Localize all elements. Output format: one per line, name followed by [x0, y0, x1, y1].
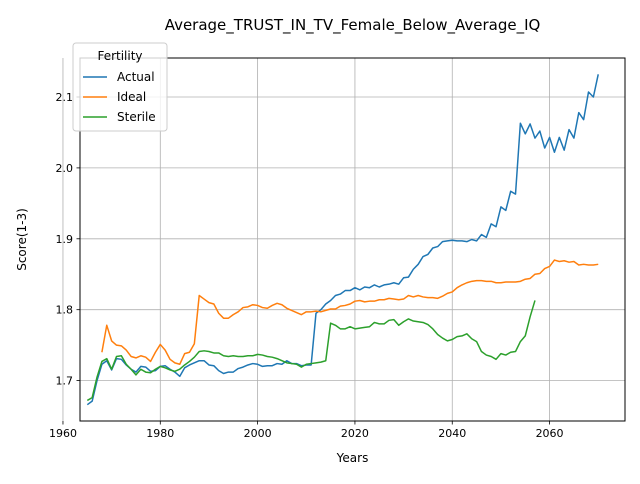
legend: Fertility Actual Ideal Sterile [72, 42, 168, 132]
legend-title: Fertility [97, 49, 142, 63]
x-tick-label: 1960 [49, 427, 77, 440]
x-tick-label: 1980 [146, 427, 174, 440]
y-tick-label: 2.0 [56, 162, 74, 175]
legend-items: Actual Ideal Sterile [83, 70, 156, 124]
legend-label-actual: Actual [117, 70, 155, 84]
grid [62, 58, 625, 421]
x-axis-label: Years [336, 451, 369, 465]
y-tick-label: 2.1 [56, 91, 74, 104]
x-tick-label: 2020 [341, 427, 369, 440]
series-line-sterile [86, 300, 536, 402]
y-tick-label: 1.9 [56, 233, 74, 246]
chart-title: Average_TRUST_IN_TV_Female_Below_Average… [165, 16, 541, 35]
y-tick-label: 1.7 [56, 375, 74, 388]
x-tick-label: 2060 [536, 427, 564, 440]
series-layer [86, 74, 599, 406]
legend-label-sterile: Sterile [117, 110, 156, 124]
x-axis: 1960 1980 2000 2020 2040 2060 [49, 421, 564, 440]
legend-box [72, 42, 168, 132]
y-tick-label: 1.8 [56, 304, 74, 317]
legend-label-ideal: Ideal [117, 90, 146, 104]
x-tick-label: 2000 [244, 427, 272, 440]
x-tick-label: 2040 [438, 427, 466, 440]
plot-frame [79, 57, 626, 422]
y-axis: 1.7 1.8 1.9 2.0 2.1 [56, 91, 80, 388]
y-axis-label: Score(1-3) [15, 208, 29, 271]
series-line-ideal [101, 259, 599, 366]
